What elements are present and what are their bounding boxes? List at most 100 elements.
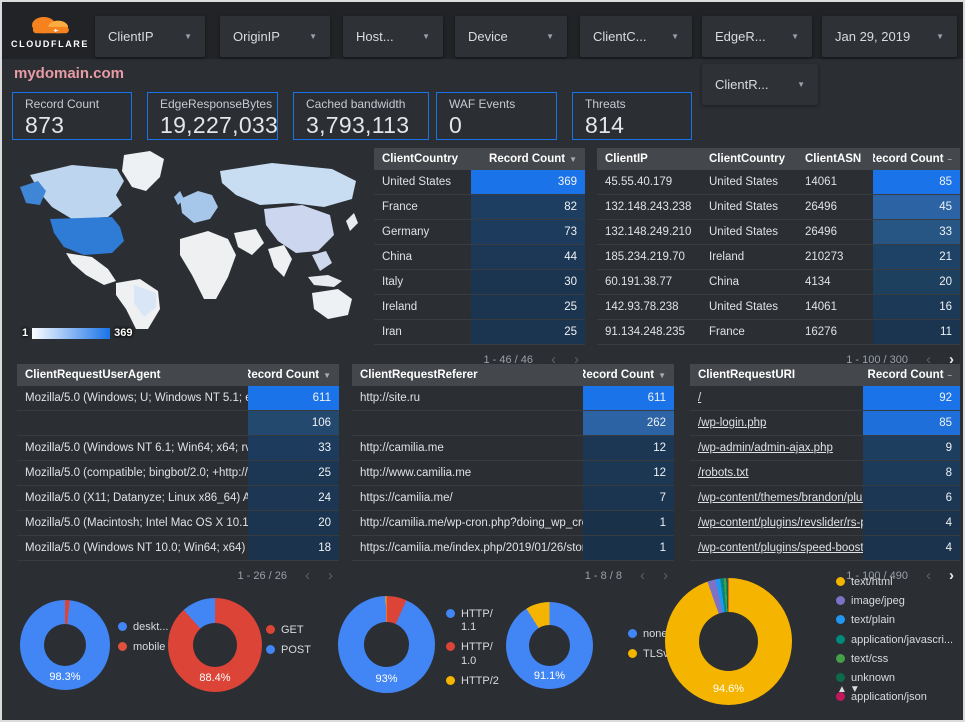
uri-link[interactable]: /wp-content/plugins/revslider/rs-p...	[698, 517, 863, 529]
country-cell: France	[709, 326, 745, 338]
column-header-label: Record Count	[489, 153, 566, 165]
filter-device[interactable]: Device ▼	[455, 16, 567, 57]
table-row: /wp-content/plugins/speed-booste... 4	[690, 536, 960, 561]
pagination-range: 1 - 46 / 46	[483, 353, 533, 366]
ip-cell: 45.55.40.179	[605, 176, 673, 188]
column-header-record-count[interactable]: Record Count ▼	[248, 369, 339, 381]
table-row: /wp-content/themes/brandon/plu... 6	[690, 486, 960, 511]
count-cell: 85	[873, 170, 960, 194]
column-header-clientcountry[interactable]: ClientCountry	[382, 153, 459, 165]
prev-page-icon[interactable]: ‹	[640, 567, 645, 584]
referer-cell: http://www.camilia.me	[360, 467, 472, 479]
table-row: /robots.txt 8	[690, 461, 960, 486]
legend-sort-arrows-icon[interactable]: ▲▼	[837, 684, 863, 695]
column-header-useragent[interactable]: ClientRequestUserAgent	[25, 369, 161, 381]
country-cell: United States	[709, 301, 779, 313]
donut-percent-label: 94.6%	[712, 682, 745, 695]
top-filter-bar: CLOUDFLARE ClientIP ▼ OriginIP ▼ Host...…	[2, 2, 963, 59]
count-cell: 12	[583, 436, 674, 460]
pagination: 1 - 100 / 300 ‹ ›	[597, 352, 960, 367]
date-range-value: Jan 29, 2019	[835, 29, 911, 44]
count-cell: 4	[863, 511, 960, 535]
filter-label: EdgeR...	[715, 29, 766, 44]
column-header-clientcountry[interactable]: ClientCountry	[709, 153, 786, 165]
next-page-icon[interactable]: ›	[574, 351, 579, 368]
uri-link[interactable]: /	[698, 392, 702, 404]
count-cell: 16	[873, 295, 960, 319]
filter-clientrequest[interactable]: ClientR... ▼	[702, 64, 818, 105]
next-page-icon[interactable]: ›	[663, 567, 668, 584]
count-cell: 7	[583, 486, 674, 510]
filter-clientip[interactable]: ClientIP ▼	[95, 16, 205, 57]
prev-page-icon[interactable]: ‹	[305, 567, 310, 584]
asn-cell: 14061	[805, 176, 837, 188]
scorecard-label: Threats	[585, 97, 626, 111]
count-cell: 24	[248, 486, 339, 510]
column-header-record-count[interactable]: Record Count ▼	[583, 369, 674, 381]
legend-dot-icon	[836, 577, 845, 586]
asn-cell: 14061	[805, 301, 837, 313]
column-header-record-count[interactable]: Record Count ▼	[471, 153, 585, 165]
asn-cell: 26496	[805, 226, 837, 238]
table-row: 45.55.40.179 United States 14061 85	[597, 170, 960, 195]
uri-link[interactable]: /wp-content/themes/brandon/plu...	[698, 492, 863, 504]
donut-chart-http-method: 88.4%	[168, 598, 262, 692]
count-cell: 262	[583, 411, 674, 435]
column-header-referer[interactable]: ClientRequestReferer	[360, 369, 478, 381]
next-page-icon[interactable]: ›	[328, 567, 333, 584]
legend-device-type: deskt... mobile	[118, 621, 168, 654]
filter-label: Device	[468, 29, 508, 44]
cloudflare-cloud-icon	[32, 16, 69, 33]
chevron-down-icon: ▼	[671, 32, 679, 41]
column-header-clientip[interactable]: ClientIP	[605, 153, 648, 165]
country-cell: Iran	[382, 326, 402, 338]
legend-label: none	[643, 628, 668, 640]
legend-item: none	[628, 628, 674, 641]
filter-host[interactable]: Host... ▼	[343, 16, 443, 57]
column-header-record-count[interactable]: Record Count –	[863, 369, 960, 381]
legend-item: HTTP/ 1.0	[446, 641, 499, 667]
table-row: 262	[352, 411, 674, 436]
pagination: 1 - 46 / 46 ‹ ›	[374, 352, 585, 367]
filter-clientcountry[interactable]: ClientC... ▼	[580, 16, 692, 57]
legend-label: application/javascri...	[851, 633, 954, 646]
count-cell: 611	[248, 386, 339, 410]
column-header-uri[interactable]: ClientRequestURI	[698, 369, 796, 381]
legend-item: GET	[266, 624, 311, 637]
filter-edgeresponse[interactable]: EdgeR... ▼	[702, 16, 812, 57]
next-page-icon[interactable]: ›	[949, 567, 954, 584]
table-row: http://camilia.me 12	[352, 436, 674, 461]
country-cell: Ireland	[382, 301, 418, 313]
date-range-picker[interactable]: Jan 29, 2019 ▼	[822, 16, 957, 57]
scorecard-label: WAF Events	[449, 97, 516, 111]
ip-cell: 132.148.249.210	[605, 226, 692, 238]
next-page-icon[interactable]: ›	[949, 351, 954, 368]
legend-dot-icon	[836, 634, 845, 644]
prev-page-icon[interactable]: ‹	[551, 351, 556, 368]
country-cell: France	[382, 201, 418, 213]
table-row: 132.148.249.210 United States 26496 33	[597, 220, 960, 245]
filter-originip[interactable]: OriginIP ▼	[220, 16, 330, 57]
count-cell: 82	[471, 195, 585, 219]
asn-cell: 4134	[805, 276, 831, 288]
sort-icon: –	[947, 370, 952, 380]
scorecard-record-count: Record Count 873	[12, 92, 132, 140]
ip-cell: 132.148.243.238	[605, 201, 692, 213]
uri-link[interactable]: /wp-login.php	[698, 417, 767, 429]
table-row: United States 369	[374, 170, 585, 195]
prev-page-icon[interactable]: ‹	[926, 351, 931, 368]
table-row: Mozilla/5.0 (X11; Datanyze; Linux x86_64…	[17, 486, 339, 511]
uri-link[interactable]: /wp-content/plugins/speed-booste...	[698, 542, 863, 554]
column-header-clientasn[interactable]: ClientASN	[805, 153, 862, 165]
uri-link[interactable]: /wp-admin/admin-ajax.php	[698, 442, 833, 454]
legend-dot-icon	[446, 675, 455, 685]
prev-page-icon[interactable]: ‹	[926, 567, 931, 584]
column-header-record-count[interactable]: Record Count –	[873, 153, 960, 165]
country-cell: United States	[709, 201, 779, 213]
useragent-cell: Mozilla/5.0 (compatible; bingbot/2.0; +h…	[25, 467, 248, 479]
table-row: Ireland 25	[374, 295, 585, 320]
legend-content-type: text/html image/jpeg text/plain applicat…	[836, 576, 953, 704]
uri-link[interactable]: /robots.txt	[698, 467, 749, 479]
table-row: Iran 25	[374, 320, 585, 345]
count-cell: 6	[863, 486, 960, 510]
